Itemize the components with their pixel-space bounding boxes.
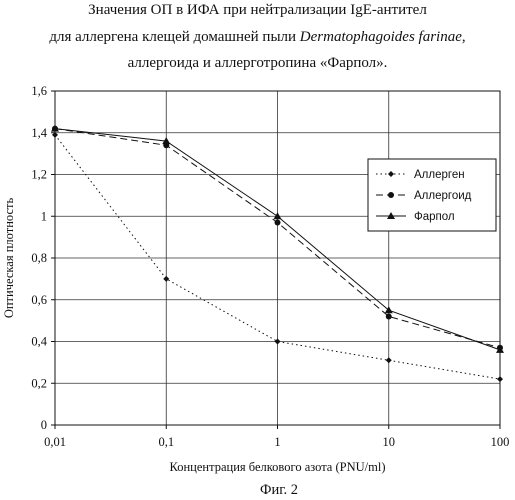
figure-caption: Фиг. 2 bbox=[260, 482, 298, 498]
x-tick-label: 10 bbox=[383, 435, 396, 449]
legend-marker bbox=[388, 192, 394, 198]
data-point bbox=[274, 212, 282, 219]
data-point bbox=[386, 313, 392, 319]
gridlines bbox=[55, 91, 500, 425]
data-point bbox=[386, 357, 392, 363]
x-tick-label: 100 bbox=[491, 435, 510, 449]
data-point bbox=[163, 276, 169, 282]
data-point bbox=[275, 220, 281, 226]
data-point bbox=[497, 376, 503, 382]
x-axis-label: Концентрация белкового азота (PNU/ml) bbox=[170, 460, 386, 474]
axis-ticks: 0 0,2 0,4 0,6 0,8 1 1,2 1,4 1,6 0,01 0,1 1 10 100 bbox=[31, 84, 509, 449]
y-axis-label: Оптическая плотность bbox=[2, 198, 16, 319]
x-tick-label: 1 bbox=[274, 435, 280, 449]
x-tick-label: 0,1 bbox=[158, 435, 174, 449]
legend: Аллерген Аллергоид Фарпол bbox=[368, 159, 496, 231]
y-tick-label: 0,4 bbox=[31, 335, 47, 349]
y-tick-label: 0 bbox=[41, 418, 47, 432]
data-point bbox=[275, 339, 281, 345]
legend-label: Аллерген bbox=[414, 169, 465, 181]
y-tick-label: 1 bbox=[41, 209, 47, 223]
y-tick-label: 1,2 bbox=[31, 168, 47, 182]
y-tick-label: 1,4 bbox=[31, 126, 47, 140]
y-tick-label: 0,8 bbox=[31, 251, 47, 265]
y-tick-label: 0,2 bbox=[31, 376, 47, 390]
y-tick-label: 0,6 bbox=[31, 293, 47, 307]
y-tick-label: 1,6 bbox=[31, 84, 47, 98]
x-tick-label: 0,01 bbox=[44, 435, 66, 449]
legend-label: Фарпол bbox=[414, 211, 455, 223]
legend-label: Аллергоид bbox=[414, 190, 472, 202]
